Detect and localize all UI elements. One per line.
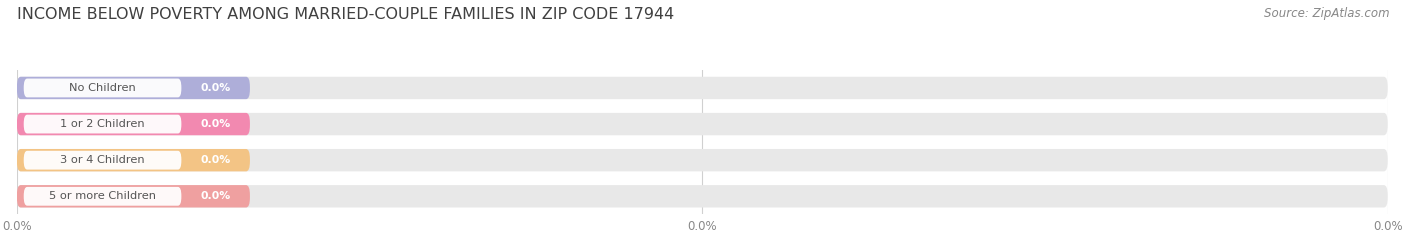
Text: 0.0%: 0.0% xyxy=(201,191,231,201)
Text: 3 or 4 Children: 3 or 4 Children xyxy=(60,155,145,165)
FancyBboxPatch shape xyxy=(24,151,181,170)
FancyBboxPatch shape xyxy=(17,113,250,135)
FancyBboxPatch shape xyxy=(24,79,181,97)
FancyBboxPatch shape xyxy=(24,187,181,206)
FancyBboxPatch shape xyxy=(17,77,250,99)
FancyBboxPatch shape xyxy=(17,185,250,208)
Text: No Children: No Children xyxy=(69,83,136,93)
FancyBboxPatch shape xyxy=(17,149,1388,171)
Text: Source: ZipAtlas.com: Source: ZipAtlas.com xyxy=(1264,7,1389,20)
FancyBboxPatch shape xyxy=(17,113,1388,135)
Text: 0.0%: 0.0% xyxy=(201,83,231,93)
FancyBboxPatch shape xyxy=(17,185,1388,208)
Text: INCOME BELOW POVERTY AMONG MARRIED-COUPLE FAMILIES IN ZIP CODE 17944: INCOME BELOW POVERTY AMONG MARRIED-COUPL… xyxy=(17,7,673,22)
FancyBboxPatch shape xyxy=(17,77,1388,99)
FancyBboxPatch shape xyxy=(17,149,250,171)
Text: 1 or 2 Children: 1 or 2 Children xyxy=(60,119,145,129)
FancyBboxPatch shape xyxy=(24,115,181,134)
Text: 0.0%: 0.0% xyxy=(201,119,231,129)
Text: 5 or more Children: 5 or more Children xyxy=(49,191,156,201)
Text: 0.0%: 0.0% xyxy=(201,155,231,165)
